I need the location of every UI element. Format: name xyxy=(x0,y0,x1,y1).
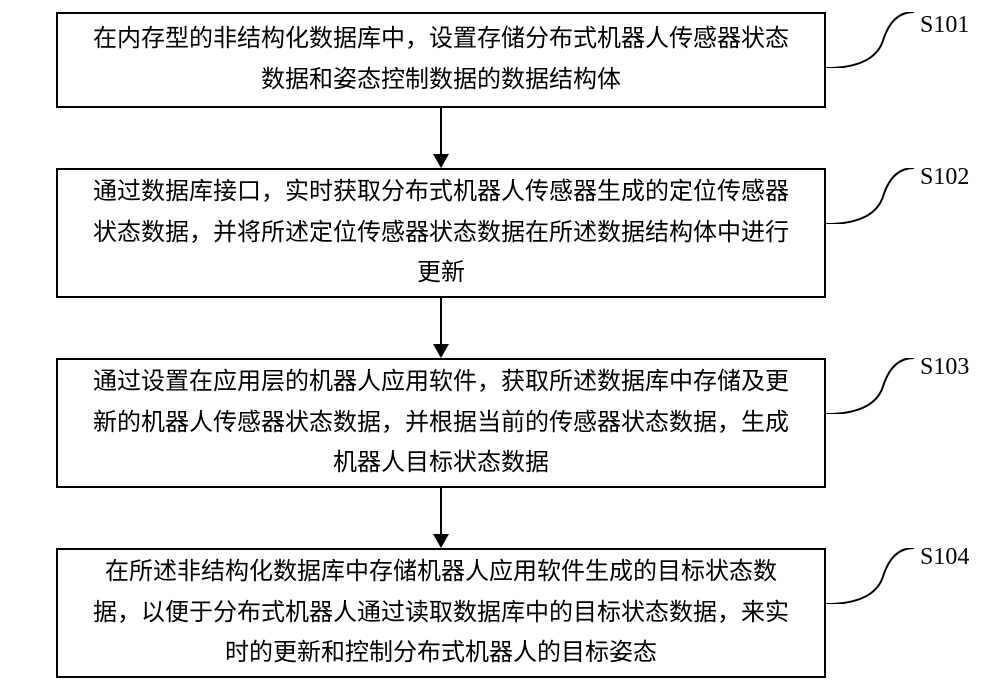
brace-connector xyxy=(826,548,914,604)
brace-connector xyxy=(826,358,914,414)
arrow-head-icon xyxy=(433,154,449,168)
brace-connector xyxy=(826,168,914,224)
step-label-S104: S104 xyxy=(920,544,969,571)
flow-step-S103: 通过设置在应用层的机器人应用软件，获取所述数据库中存储及更新的机器人传感器状态数… xyxy=(56,358,826,488)
step-label-S101: S101 xyxy=(920,12,969,39)
step-label-S102: S102 xyxy=(920,164,969,191)
flow-step-text: 在所述非结构化数据库中存储机器人应用软件生成的目标状态数据，以便于分布式机器人通… xyxy=(82,552,800,674)
arrow-head-icon xyxy=(433,534,449,548)
flowchart-canvas: 在内存型的非结构化数据库中，设置存储分布式机器人传感器状态数据和姿态控制数据的数… xyxy=(0,0,1000,694)
flow-step-S101: 在内存型的非结构化数据库中，设置存储分布式机器人传感器状态数据和姿态控制数据的数… xyxy=(56,12,826,108)
flow-step-S104: 在所述非结构化数据库中存储机器人应用软件生成的目标状态数据，以便于分布式机器人通… xyxy=(56,548,826,678)
arrow-S103-S104 xyxy=(440,488,442,536)
arrow-S101-S102 xyxy=(440,108,442,156)
flow-step-text: 通过设置在应用层的机器人应用软件，获取所述数据库中存储及更新的机器人传感器状态数… xyxy=(82,362,800,484)
flow-step-S102: 通过数据库接口，实时获取分布式机器人传感器生成的定位传感器状态数据，并将所述定位… xyxy=(56,168,826,298)
flow-step-text: 通过数据库接口，实时获取分布式机器人传感器生成的定位传感器状态数据，并将所述定位… xyxy=(82,172,800,294)
brace-connector xyxy=(826,12,914,68)
arrow-S102-S103 xyxy=(440,298,442,346)
arrow-head-icon xyxy=(433,344,449,358)
step-label-S103: S103 xyxy=(920,354,969,381)
flow-step-text: 在内存型的非结构化数据库中，设置存储分布式机器人传感器状态数据和姿态控制数据的数… xyxy=(82,19,800,101)
